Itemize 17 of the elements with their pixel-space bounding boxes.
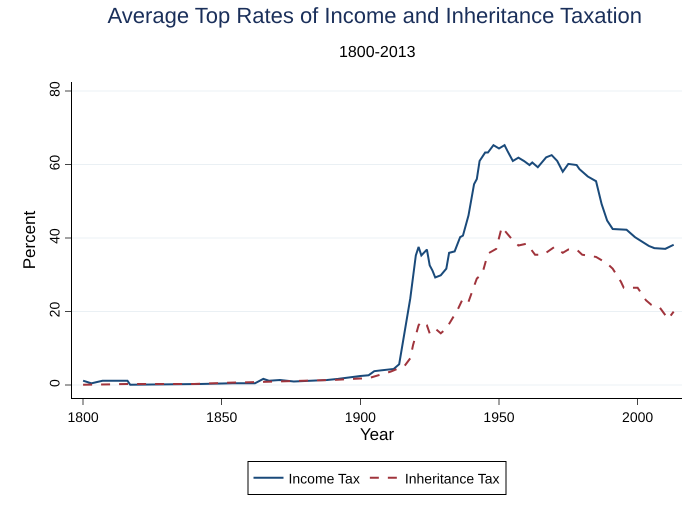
y-tick-label: 60 [46,154,62,170]
legend-label: Inheritance Tax [404,470,500,486]
y-axis-title: Percent [20,210,39,270]
x-tick-label: 1900 [344,408,376,425]
x-axis-title: Year [360,424,395,444]
x-tick-label: 1850 [206,408,238,425]
chart-subtitle: 1800-2013 [339,44,416,61]
x-tick-label: 1800 [68,408,99,425]
chart-title: Average Top Rates of Income and Inheritance Taxation [108,3,642,28]
x-tick-label: 1950 [483,408,515,425]
y-tick-label: 40 [46,228,62,244]
y-tick-label: 0 [46,378,62,387]
legend-label: Income Tax [288,470,360,486]
y-tick-label: 20 [46,302,62,318]
x-tick-label: 2000 [622,408,654,425]
line-series [82,144,675,386]
y-tick-label: 80 [46,81,62,97]
